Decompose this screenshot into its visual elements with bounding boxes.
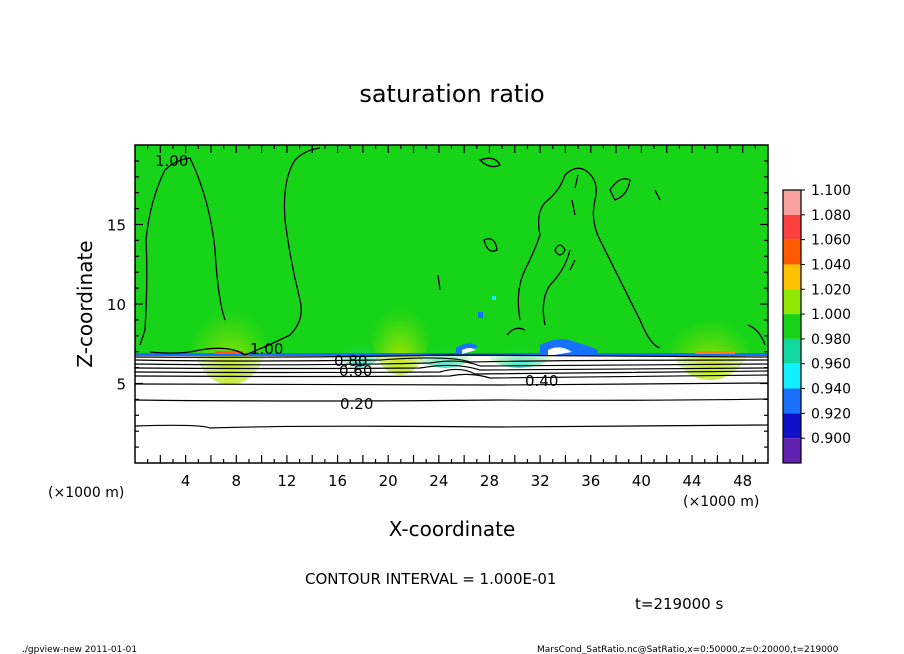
contour-labels: 1.00 1.00 0.80 0.60 0.40 0.20	[155, 152, 558, 413]
footer-left: ./gpview-new 2011-01-01	[22, 645, 137, 654]
time-label: t=219000 s	[635, 595, 723, 613]
y-axis-label: Z-coordinate	[73, 240, 97, 367]
colorbar-swatch	[783, 438, 801, 463]
contour-label-0-80: 0.80	[334, 352, 367, 370]
colorbar-swatch	[783, 264, 801, 290]
colorbar-swatch	[783, 190, 801, 215]
colorbar-label: 1.020	[811, 282, 851, 298]
colorbar-label: 0.960	[811, 357, 851, 373]
colorbar-label: 1.000	[811, 307, 851, 323]
contour-label-0-40: 0.40	[525, 372, 558, 390]
x-tick-label: 28	[480, 472, 499, 490]
x-tick-label: 40	[632, 472, 651, 490]
x-unit-label: (×1000 m)	[683, 494, 759, 510]
colorbar-label: 1.040	[811, 257, 851, 273]
colorbar-label: 0.940	[811, 382, 851, 398]
contour-label-top: 1.00	[155, 152, 188, 170]
colorbar-label: 1.100	[811, 183, 851, 199]
plot-area	[135, 145, 768, 463]
x-tick-label: 44	[682, 472, 701, 490]
y-tick-label: 10	[107, 296, 126, 314]
x-axis-ticks: 4 8 12 16 20 24 28 32 36 40 44 48	[147, 145, 756, 490]
x-tick-label: 8	[232, 472, 242, 490]
footer-right: MarsCond_SatRatio.nc@SatRatio,x=0:50000,…	[537, 645, 839, 654]
x-tick-label: 16	[328, 472, 347, 490]
colorbar-swatch	[783, 239, 801, 265]
contour-label-0-60: 0.60	[339, 362, 372, 380]
contour-1-00	[139, 147, 766, 356]
y-axis-ticks: 5 10 15	[107, 160, 768, 448]
contour-stack	[135, 354, 768, 429]
contour-interval-text: CONTOUR INTERVAL = 1.000E-01	[305, 570, 556, 588]
colorbar-frame	[782, 189, 802, 464]
x-tick-label: 24	[429, 472, 448, 490]
colorbar-label: 0.920	[811, 406, 851, 422]
x-tick-label: 12	[277, 472, 296, 490]
z-unit-label: (×1000 m)	[48, 485, 124, 501]
colorbar-swatch	[783, 214, 801, 240]
colorbar-label: 0.900	[811, 431, 851, 447]
colorbar-swatch	[783, 363, 801, 389]
y-tick-label: 15	[107, 217, 126, 235]
colorbar-label: 1.060	[811, 233, 851, 249]
x-tick-label: 32	[531, 472, 550, 490]
colorbar: 1.100 1.080 1.060 1.040 1.020 1.000 0.980 0.960…	[782, 183, 851, 464]
colorbar-label: 0.980	[811, 332, 851, 348]
colorbar-swatch	[783, 289, 801, 315]
contour-label-0-20: 0.20	[340, 395, 373, 413]
y-tick-label: 5	[116, 376, 126, 394]
x-axis-label: X-coordinate	[389, 517, 516, 541]
x-tick-label: 20	[379, 472, 398, 490]
x-tick-label: 36	[581, 472, 600, 490]
colorbar-swatch	[783, 338, 801, 364]
colorbar-swatch	[783, 388, 801, 414]
x-tick-label: 4	[181, 472, 191, 490]
contour-label-1-00: 1.00	[250, 340, 283, 358]
colorbar-swatch	[783, 413, 801, 439]
colorbar-swatch	[783, 314, 801, 339]
x-tick-label: 48	[733, 472, 752, 490]
colorbar-label: 1.080	[811, 208, 851, 224]
chart-title: saturation ratio	[359, 80, 544, 108]
